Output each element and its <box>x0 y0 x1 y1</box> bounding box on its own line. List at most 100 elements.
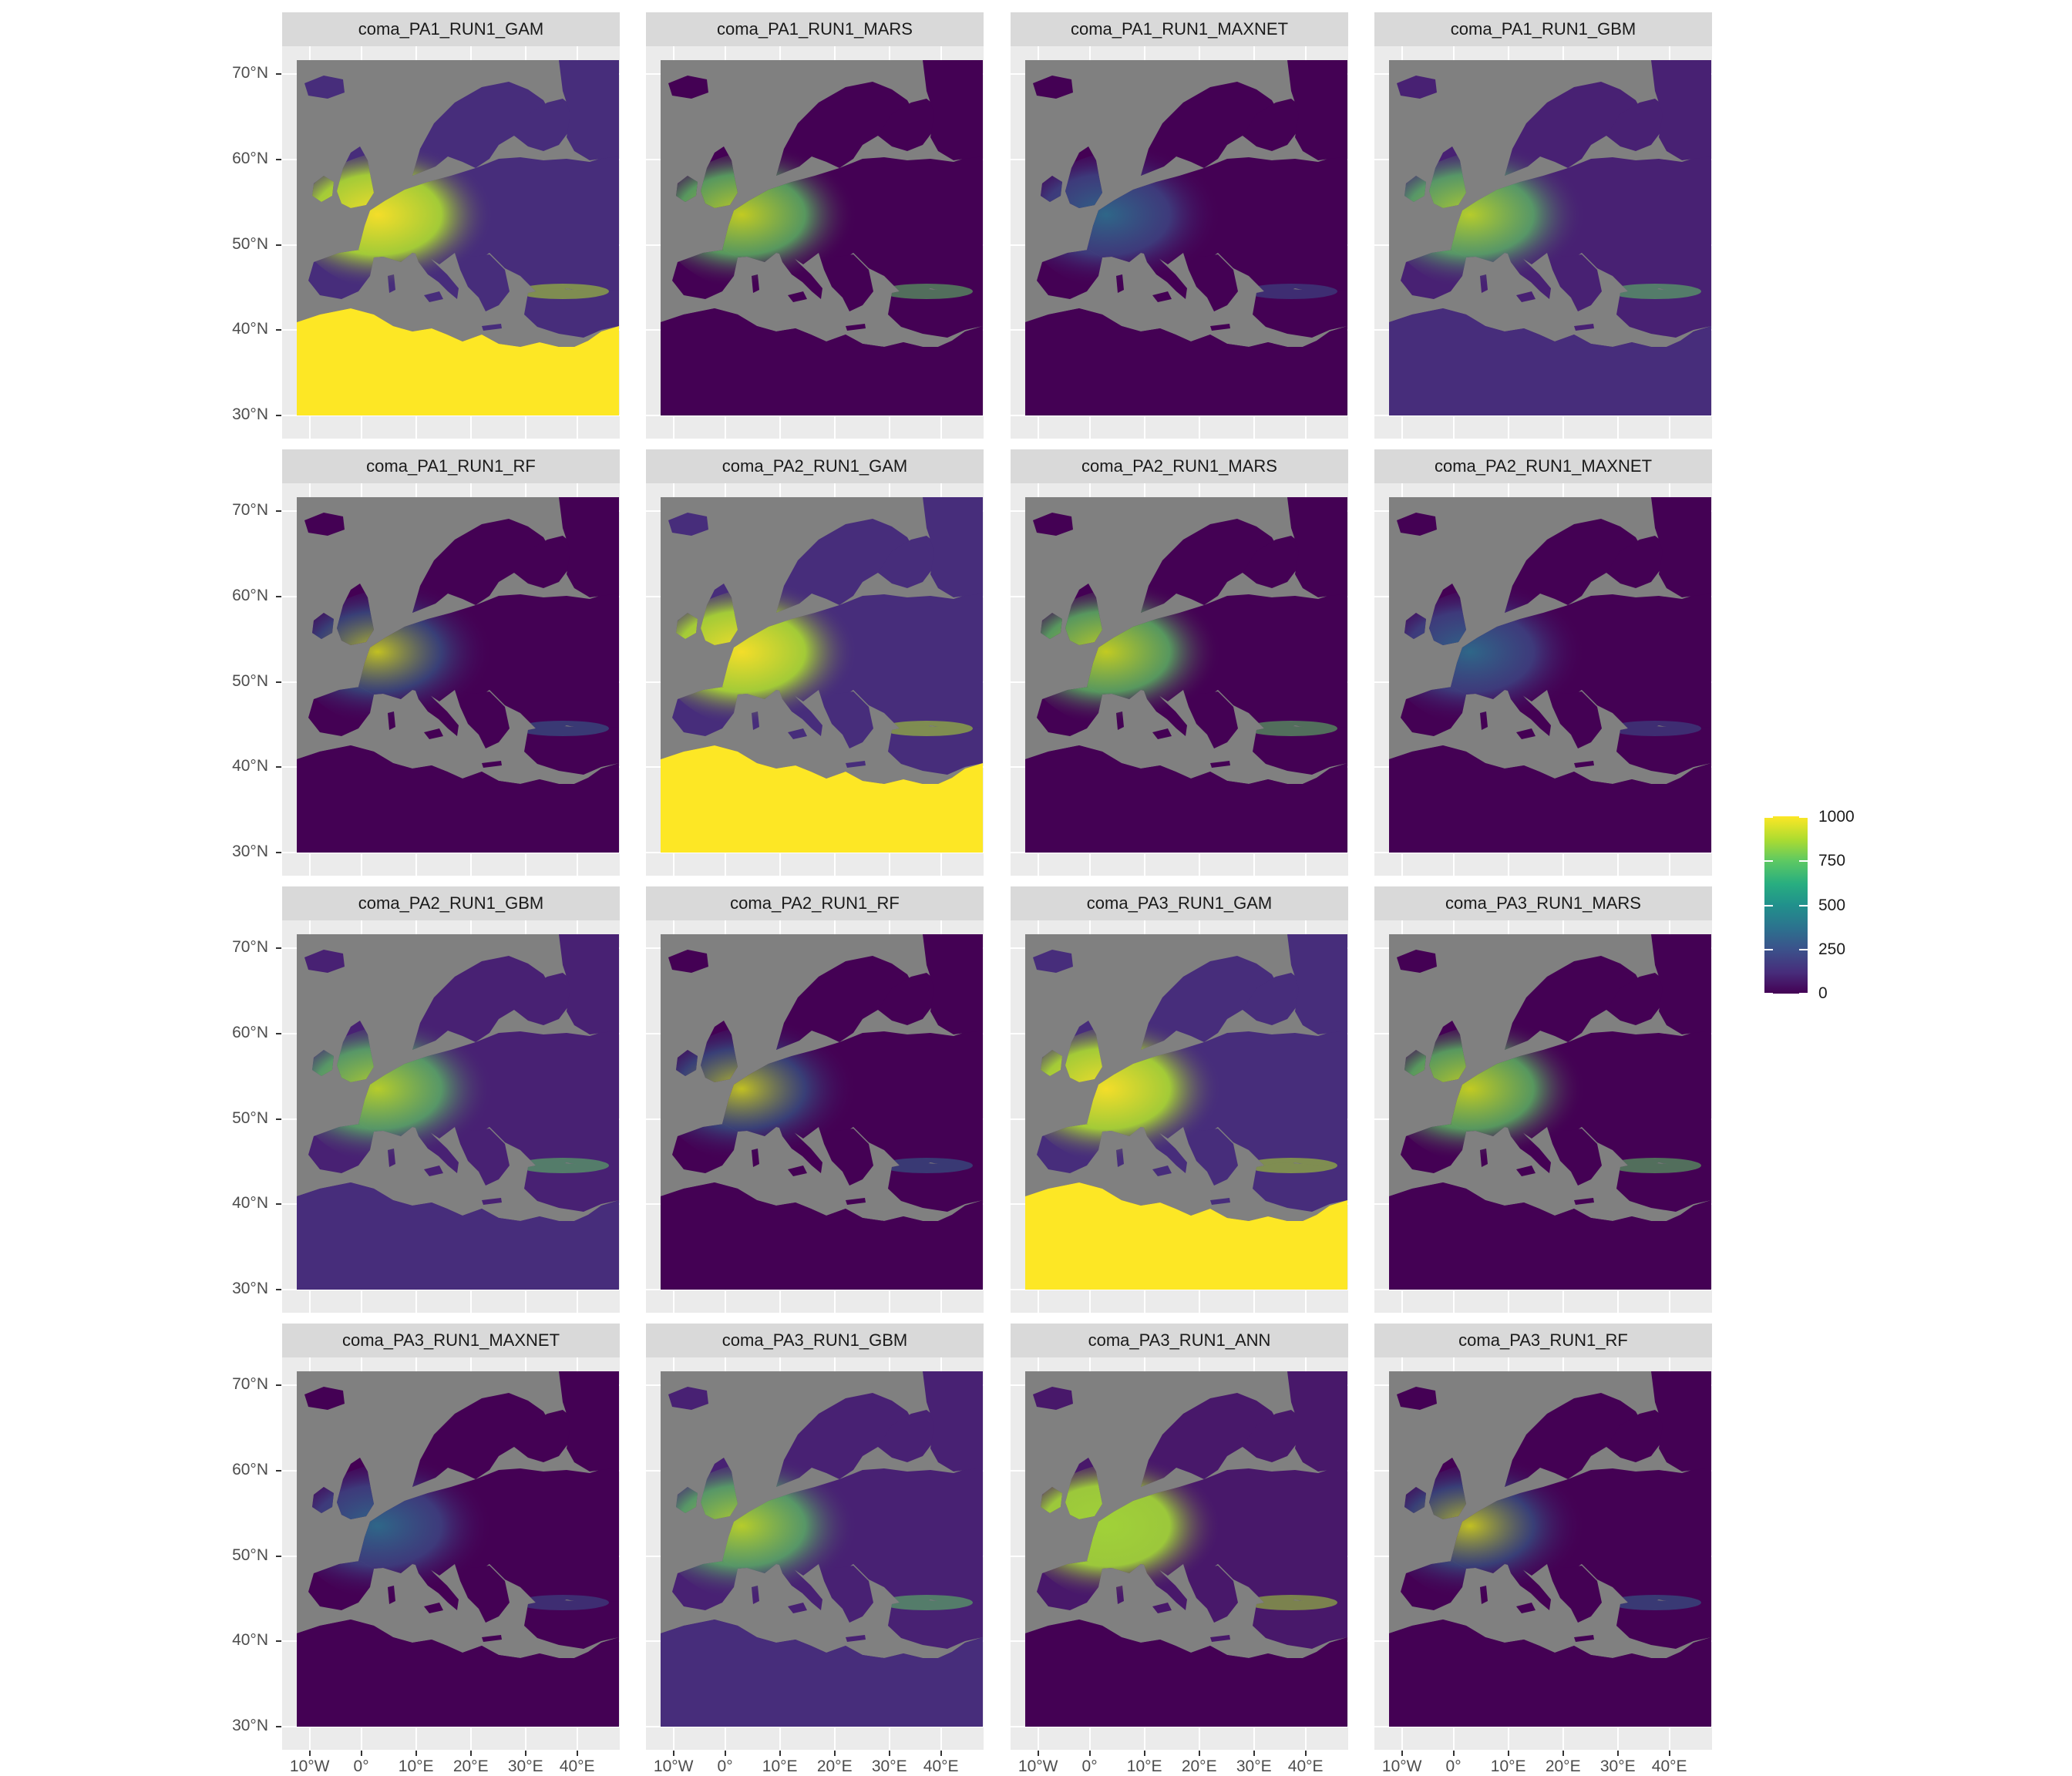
panel-title: coma_PA1_RUN1_RF <box>366 456 536 476</box>
gridline-lat <box>1374 852 1712 853</box>
land-crete <box>482 761 502 768</box>
plot-area <box>1374 1357 1712 1750</box>
colorbar-label: 500 <box>1818 896 1846 914</box>
latitude-tick <box>276 1118 281 1120</box>
latitude-tick-label: 70°N <box>232 64 268 82</box>
latitude-tick-label: 30°N <box>232 843 268 860</box>
longitude-tick-label: 40°E <box>1651 1758 1687 1775</box>
map-panel: coma_PA1_RUN1_GBM <box>1374 12 1712 439</box>
land-turkey <box>1616 288 1711 338</box>
latitude-tick-label: 60°N <box>232 1461 268 1479</box>
land-iceland <box>1033 513 1073 536</box>
panel-title: coma_PA2_RUN1_GBM <box>358 893 544 913</box>
land-iceland <box>668 76 708 99</box>
gridline-lat <box>646 1289 984 1290</box>
map-panel: coma_PA3_RUN1_MAXNET <box>282 1324 620 1750</box>
panel-title: coma_PA3_RUN1_GAM <box>1086 893 1273 913</box>
suitability-raster <box>297 1371 619 1727</box>
land-finland <box>1243 973 1303 1025</box>
latitude-tick <box>276 244 281 246</box>
land-iceland <box>668 513 708 536</box>
land-crete <box>846 761 866 768</box>
land-finland <box>514 99 574 151</box>
map-panel: coma_PA3_RUN1_ANN <box>1011 1324 1348 1750</box>
suitability-coast-band <box>1245 284 1337 299</box>
land-iceland <box>1397 1387 1437 1410</box>
colorbar-label: 750 <box>1818 852 1846 870</box>
suitability-raster <box>297 60 619 415</box>
plot-area <box>1374 46 1712 439</box>
land-finland <box>1606 99 1667 151</box>
land-turkey <box>524 288 619 338</box>
land-finland <box>878 536 938 588</box>
panel-title: coma_PA3_RUN1_RF <box>1458 1330 1628 1350</box>
plot-area <box>646 483 984 876</box>
land-crete <box>1574 1635 1594 1642</box>
land-russia-north <box>559 934 619 1034</box>
latitude-tick-label: 40°N <box>232 757 268 775</box>
land-crete <box>482 324 502 331</box>
land-iceland <box>668 1387 708 1410</box>
longitude-tick <box>1253 1751 1255 1756</box>
land-finland <box>1243 536 1303 588</box>
suitability-raster <box>1389 60 1711 415</box>
land-russia-north <box>559 1371 619 1472</box>
latitude-tick-label: 40°N <box>232 1194 268 1213</box>
colorbar-tick <box>1764 993 1773 994</box>
gridline-lat <box>282 1726 620 1727</box>
longitude-tick-label: 30°E <box>871 1758 907 1775</box>
gridline-lat <box>282 1289 620 1290</box>
panel-strip: coma_PA3_RUN1_GBM <box>646 1324 984 1357</box>
land-iceland <box>304 513 345 536</box>
land-finland <box>1243 1410 1303 1462</box>
land-finland <box>514 1410 574 1462</box>
panel-strip: coma_PA3_RUN1_GAM <box>1011 886 1348 920</box>
land-turkey <box>1253 1162 1347 1212</box>
suitability-raster <box>1389 934 1711 1290</box>
plot-area <box>282 46 620 439</box>
plot-area <box>646 920 984 1313</box>
suitability-coast-band <box>880 721 973 736</box>
land-turkey <box>1253 288 1347 338</box>
map-panel: coma_PA3_RUN1_GBM <box>646 1324 984 1750</box>
colorbar-tick <box>1799 949 1808 950</box>
land-crete <box>1210 761 1230 768</box>
land-russia-north <box>1651 60 1711 160</box>
land-finland <box>878 99 938 151</box>
latitude-tick <box>276 766 281 769</box>
latitude-tick-label: 30°N <box>232 1717 268 1734</box>
longitude-tick-label: 0° <box>1445 1758 1462 1775</box>
land-africa-suitability <box>661 1620 983 1727</box>
map-panel: coma_PA3_RUN1_GAM <box>1011 886 1348 1313</box>
longitude-tick <box>360 1751 362 1756</box>
suitability-raster <box>297 934 619 1290</box>
longitude-tick-label: 0° <box>353 1758 369 1775</box>
panel-strip: coma_PA3_RUN1_MARS <box>1374 886 1712 920</box>
suitability-core <box>297 1460 528 1606</box>
land-africa-suitability <box>1025 745 1347 853</box>
land-russia-north <box>923 497 983 597</box>
gridline-lat <box>1011 852 1348 853</box>
land-russia-north <box>923 60 983 160</box>
land-russia-north <box>1287 934 1347 1034</box>
land-crete <box>846 1198 866 1205</box>
gridline-lat <box>282 852 620 853</box>
panel-strip: coma_PA2_RUN1_GAM <box>646 449 984 483</box>
panel-title: coma_PA1_RUN1_MAXNET <box>1070 19 1289 39</box>
land-crete <box>1574 1198 1594 1205</box>
latitude-tick-label: 60°N <box>232 587 268 605</box>
gridline-lat <box>646 852 984 853</box>
panel-title: coma_PA2_RUN1_MARS <box>1081 456 1277 476</box>
land-russia-north <box>1287 60 1347 160</box>
panel-title: coma_PA2_RUN1_GAM <box>722 456 908 476</box>
longitude-tick-label: 40°E <box>1287 1758 1324 1775</box>
land-finland <box>878 973 938 1025</box>
suitability-core <box>661 1023 892 1169</box>
land-crete <box>482 1635 502 1642</box>
longitude-tick-label: 10°W <box>1018 1758 1058 1775</box>
latitude-tick-label: 50°N <box>232 1108 268 1127</box>
plot-area <box>1011 46 1348 439</box>
latitude-tick <box>276 1640 281 1643</box>
longitude-tick-label: 40°E <box>923 1758 959 1775</box>
colorbar-tick <box>1764 905 1773 906</box>
